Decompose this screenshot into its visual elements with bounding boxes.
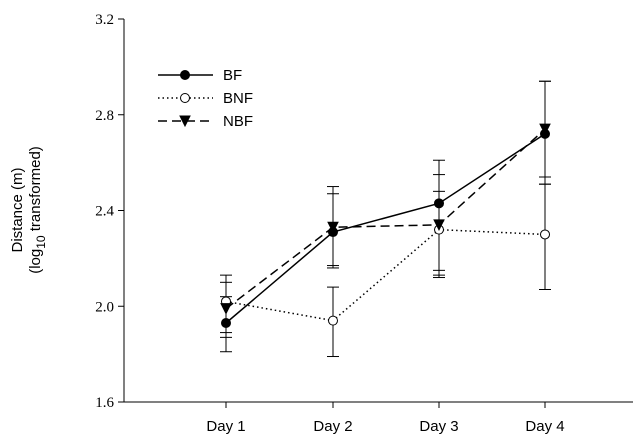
y-axis-title-line1: Distance (m) xyxy=(9,167,26,252)
y-axis-title-line2: (log10 transformed) xyxy=(27,146,48,274)
x-tick-label: Day 1 xyxy=(206,418,245,435)
data-point xyxy=(180,70,190,80)
x-tick-label: Day 3 xyxy=(419,418,458,435)
x-tick-label: Day 4 xyxy=(525,418,564,435)
series-bnf xyxy=(221,224,550,326)
legend-label: NBF xyxy=(223,113,253,130)
data-point xyxy=(434,198,444,209)
data-point xyxy=(328,315,338,326)
y-tick-label: 2.0 xyxy=(95,299,114,315)
legend: BF BNF NBF xyxy=(158,67,253,130)
y-tick-label: 2.4 xyxy=(95,204,114,220)
data-point xyxy=(540,229,550,240)
axes xyxy=(123,19,633,403)
data-point xyxy=(539,123,551,136)
data-point xyxy=(433,219,445,231)
legend-item-bf: BF xyxy=(158,67,242,84)
series-line xyxy=(225,133,546,324)
data-point xyxy=(327,221,339,234)
y-tick-label: 2.8 xyxy=(95,108,114,124)
series-layer xyxy=(220,80,551,358)
legend-label: BNF xyxy=(223,90,253,107)
y-tick-label: 1.6 xyxy=(95,395,114,411)
series-line xyxy=(225,128,546,310)
series-line xyxy=(225,228,546,322)
legend-item-nbf: NBF xyxy=(158,113,253,130)
x-ticks: Day 1 Day 2 Day 3 Day 4 xyxy=(206,402,565,435)
y-ticks: 1.6 2.0 2.4 2.8 3.2 xyxy=(95,12,124,411)
legend-label: BF xyxy=(223,67,242,84)
data-point xyxy=(179,115,191,128)
error-bars-nbf xyxy=(220,80,551,338)
data-point xyxy=(220,303,232,315)
legend-item-bnf: BNF xyxy=(158,90,253,107)
data-point xyxy=(221,318,231,329)
x-tick-label: Day 2 xyxy=(313,418,352,435)
error-bars-bf xyxy=(220,80,551,353)
series-nbf xyxy=(220,123,551,315)
data-point xyxy=(180,93,190,103)
y-tick-label: 3.2 xyxy=(95,12,114,28)
series-bf xyxy=(221,128,550,329)
error-bars-bnf xyxy=(220,183,551,358)
